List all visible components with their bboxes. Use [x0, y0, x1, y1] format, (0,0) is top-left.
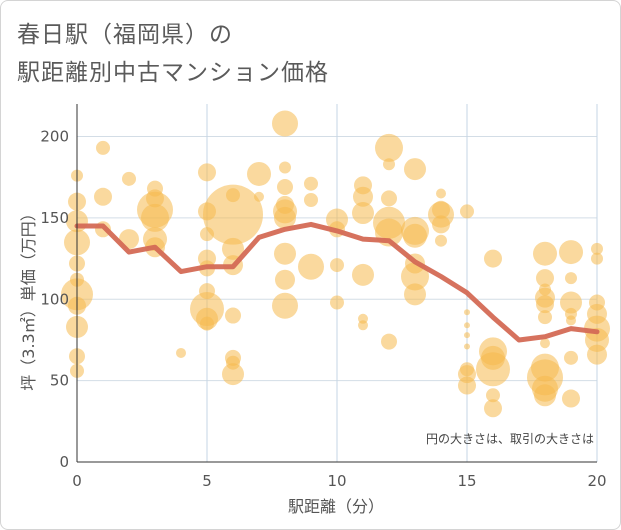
data-bubble	[381, 333, 397, 350]
data-bubble	[565, 272, 577, 285]
data-bubble	[404, 283, 426, 306]
data-bubble	[484, 399, 502, 418]
data-bubble	[591, 242, 603, 255]
data-bubble	[585, 327, 609, 352]
data-bubble	[591, 252, 603, 265]
data-bubble	[534, 384, 556, 407]
data-bubble	[247, 161, 271, 186]
data-bubble	[560, 291, 582, 314]
data-bubble	[464, 309, 470, 316]
data-bubble	[274, 242, 296, 265]
axes: 0 50 100 150 200 0 5 10 15 20	[40, 104, 607, 490]
data-bubble	[277, 178, 293, 195]
data-bubble	[375, 133, 403, 162]
x-tick-label: 10	[327, 472, 346, 490]
data-bubble	[464, 322, 470, 329]
data-bubble	[562, 389, 580, 408]
data-bubble	[432, 215, 450, 234]
data-bubble	[352, 202, 374, 225]
data-bubble	[122, 171, 136, 186]
data-bubble	[404, 158, 426, 181]
data-bubble	[94, 187, 112, 206]
data-bubble	[559, 240, 583, 265]
data-bubble	[401, 262, 429, 291]
data-bubble	[200, 316, 214, 331]
data-bubble	[381, 190, 397, 207]
data-bubble	[436, 188, 446, 199]
trend-line-series	[74, 221, 600, 343]
data-bubble	[587, 344, 607, 365]
data-bubble	[222, 363, 244, 386]
data-bubble	[484, 249, 502, 268]
data-bubble	[353, 186, 373, 207]
data-bubble	[298, 253, 324, 280]
data-bubble	[222, 237, 244, 260]
data-bubble	[464, 332, 470, 339]
data-bubble	[352, 263, 374, 286]
data-bubble	[330, 295, 344, 310]
average-price-line	[74, 221, 600, 343]
data-bubble	[198, 163, 216, 182]
y-tick-label: 200	[40, 128, 69, 146]
y-tick-label: 50	[50, 372, 69, 390]
data-bubble	[536, 295, 554, 314]
data-bubble	[272, 292, 298, 319]
data-bubble	[458, 376, 476, 395]
bubble-series	[61, 110, 610, 418]
x-axis-title: 駅距離（分）	[288, 497, 384, 516]
data-bubble	[279, 161, 291, 174]
data-bubble	[403, 223, 427, 248]
x-tick-label: 15	[457, 472, 476, 490]
data-bubble	[304, 193, 318, 208]
data-bubble	[540, 338, 550, 349]
data-bubble	[460, 204, 474, 219]
y-axis-title: 坪（3.3㎡）単価（万円）	[19, 205, 38, 390]
grid	[77, 104, 598, 462]
data-bubble	[254, 191, 264, 202]
data-bubble	[225, 307, 241, 324]
data-bubble	[274, 206, 296, 229]
data-bubble	[536, 269, 554, 288]
data-bubble	[358, 320, 368, 331]
bubble-size-note: 円の大きさは、取引の大きさは	[426, 432, 594, 446]
x-tick-label: 20	[587, 472, 606, 490]
data-bubble	[476, 352, 510, 387]
data-bubble	[176, 347, 186, 358]
data-bubble	[96, 140, 110, 155]
data-bubble	[141, 203, 169, 232]
data-bubble	[272, 110, 298, 137]
data-bubble	[486, 388, 500, 403]
data-bubble	[566, 315, 576, 326]
chart-title-line1: 春日駅（福岡県）の	[17, 22, 233, 48]
data-bubble	[275, 269, 295, 290]
data-bubble	[564, 350, 578, 365]
data-bubble	[533, 241, 557, 266]
data-bubble	[330, 258, 344, 273]
x-tick-label: 0	[72, 472, 82, 490]
data-bubble	[203, 184, 263, 245]
data-bubble	[304, 176, 318, 191]
y-tick-label: 0	[59, 453, 69, 471]
data-bubble	[464, 343, 470, 350]
y-tick-label: 150	[40, 209, 69, 227]
data-bubble	[435, 234, 447, 247]
x-tick-label: 5	[202, 472, 212, 490]
chart-title-line2: 駅距離別中古マンション価格	[17, 60, 329, 86]
data-bubble	[383, 158, 395, 171]
y-tick-label: 100	[40, 290, 69, 308]
data-bubble	[538, 310, 552, 325]
